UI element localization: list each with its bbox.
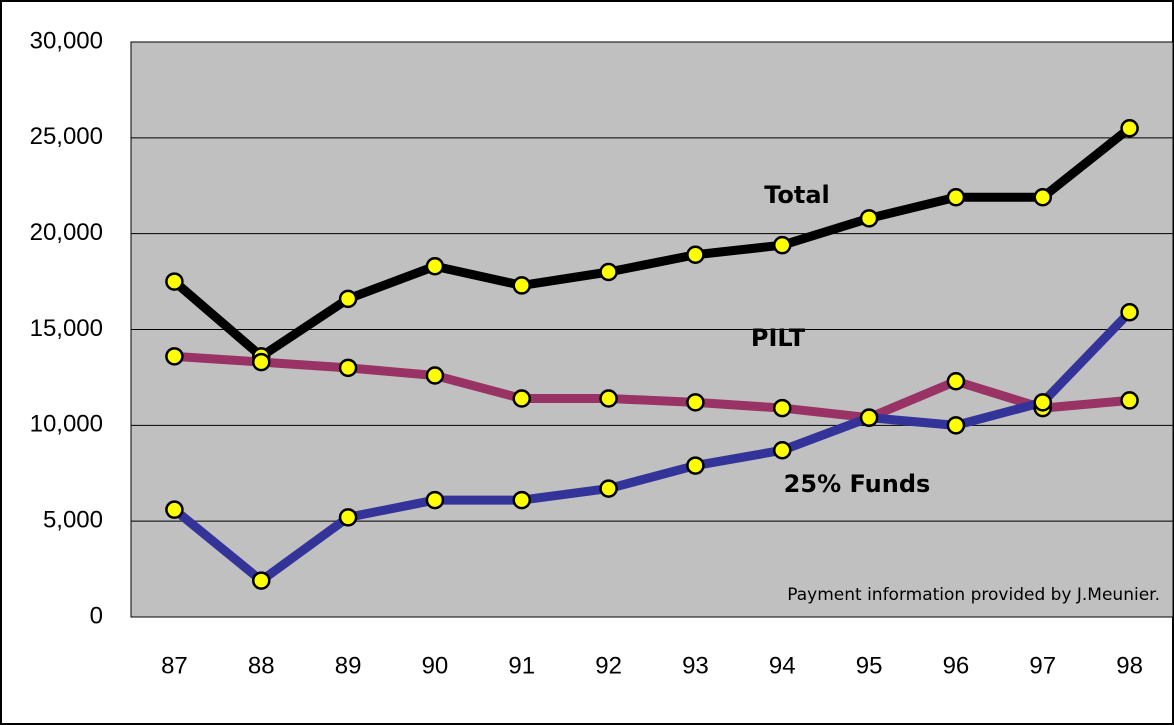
- data-point: [599, 479, 618, 498]
- y-tick-label: 10,000: [30, 411, 103, 438]
- data-point: [773, 235, 792, 255]
- x-tick-label: 96: [943, 652, 970, 679]
- data-point: [512, 389, 531, 408]
- data-point: [512, 276, 531, 295]
- series-line: [171, 124, 1133, 361]
- x-tick-label: 92: [595, 652, 622, 679]
- data-point: [425, 490, 445, 510]
- data-point: [773, 398, 792, 418]
- series-label: PILT: [751, 324, 806, 352]
- data-point: [165, 347, 184, 366]
- y-tick-label: 20,000: [30, 219, 103, 246]
- x-tick-label: 90: [422, 652, 449, 679]
- data-point: [773, 441, 792, 460]
- x-tick-label: 91: [508, 652, 535, 679]
- x-tick-label: 95: [856, 652, 883, 679]
- data-point: [252, 571, 271, 590]
- x-tick-label: 93: [682, 652, 709, 679]
- data-point: [338, 508, 358, 527]
- y-tick-label: 30,000: [30, 27, 103, 54]
- data-point: [946, 372, 966, 391]
- x-tick-label: 94: [769, 652, 796, 679]
- data-point: [859, 209, 879, 228]
- data-point: [946, 416, 966, 435]
- data-point: [859, 408, 879, 427]
- data-point: [338, 358, 358, 378]
- data-point: [686, 393, 705, 412]
- data-point: [512, 490, 531, 510]
- data-point: [252, 352, 271, 372]
- data-point: [1120, 391, 1139, 410]
- series-line: [174, 351, 1130, 423]
- y-tick-label: 25,000: [30, 123, 103, 150]
- data-point: [165, 272, 184, 291]
- x-tick-label: 87: [161, 652, 188, 679]
- data-point: [338, 289, 358, 309]
- x-tick-label: 97: [1029, 652, 1056, 679]
- series-line: [171, 309, 1133, 586]
- data-point: [946, 188, 966, 207]
- annotation: Payment information provided by J.Meunie…: [787, 585, 1160, 605]
- data-point: [425, 257, 445, 276]
- y-tick-label: 15,000: [30, 315, 103, 342]
- x-tick-label: 98: [1116, 652, 1143, 679]
- y-tick-label: 0: [90, 602, 103, 629]
- data-point: [686, 456, 705, 475]
- x-tick-label: 89: [335, 652, 362, 679]
- data-point: [165, 500, 184, 519]
- data-point: [599, 389, 618, 408]
- data-point: [599, 262, 618, 282]
- data-point: [686, 245, 705, 264]
- series-label: Total: [764, 181, 830, 209]
- data-point: [1033, 393, 1052, 412]
- series-label: 25% Funds: [784, 470, 931, 498]
- data-point: [1120, 119, 1139, 138]
- data-point: [425, 366, 445, 385]
- x-tick-label: 88: [248, 652, 275, 679]
- data-point: [1120, 303, 1139, 322]
- data-point: [1033, 188, 1052, 207]
- y-tick-label: 5,000: [43, 507, 103, 534]
